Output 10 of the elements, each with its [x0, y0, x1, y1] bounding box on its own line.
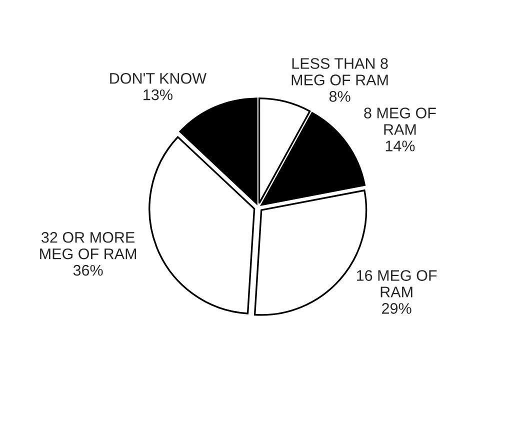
slice-label: DON'T KNOW — [110, 72, 207, 84]
slice-label: 32 OR MORE MEG OF RAM — [40, 232, 136, 260]
data-label: 36% — [73, 264, 103, 276]
slice-label: 16 MEG OF RAM — [356, 270, 437, 298]
slice-label: LESS THAN 8 MEG OF RAM — [292, 58, 388, 86]
data-label: 8% — [329, 91, 350, 102]
slice-label: 8 MEG OF RAM — [364, 108, 436, 135]
data-label: 29% — [382, 303, 412, 314]
data-label: 14% — [386, 140, 415, 152]
data-label: 13% — [144, 89, 172, 100]
